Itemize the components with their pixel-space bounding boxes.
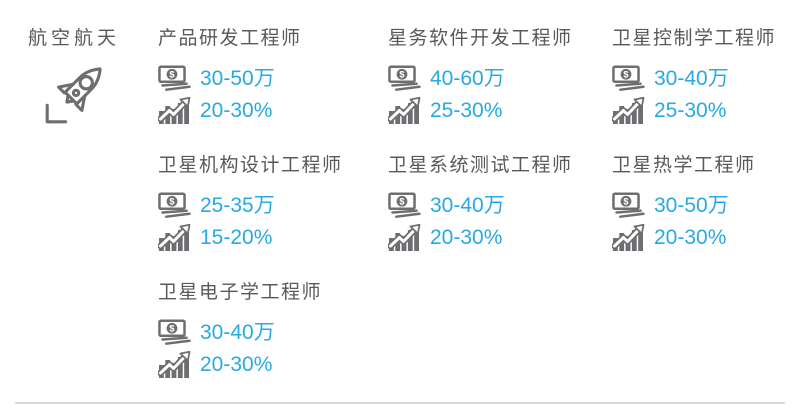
job-title: 卫星电子学工程师 [158, 282, 323, 303]
growth-value: 25-30% [654, 99, 727, 122]
salary-row: 30-50万 [158, 64, 388, 93]
job-card: 卫星热学工程师 30-50万 20-30% [612, 154, 800, 255]
salary-row: 30-40万 [388, 191, 612, 220]
category-title: 航空航天 [28, 28, 121, 49]
growth-value: 25-30% [430, 99, 503, 122]
salary-value: 30-40万 [430, 194, 505, 217]
growth-chart-icon [612, 97, 645, 124]
growth-value: 20-30% [654, 226, 727, 249]
growth-row: 20-30% [158, 96, 388, 125]
job-card: 星务软件开发工程师 40-60万 25-30% [388, 27, 612, 128]
salary-value: 30-50万 [200, 67, 275, 90]
salary-row: 40-60万 [388, 64, 612, 93]
growth-value: 20-30% [200, 99, 273, 122]
money-icon [158, 65, 191, 92]
salary-value: 30-40万 [654, 67, 729, 90]
salary-row: 30-40万 [158, 318, 388, 347]
job-card: 产品研发工程师 30-50万 20-30% [158, 27, 388, 128]
salary-row: 30-50万 [612, 191, 800, 220]
money-icon [612, 192, 645, 219]
growth-row: 20-30% [388, 223, 612, 252]
job-title: 卫星控制学工程师 [612, 28, 777, 49]
money-icon [158, 192, 191, 219]
growth-value: 15-20% [200, 226, 273, 249]
bottom-divider [15, 402, 785, 404]
job-card: 卫星电子学工程师 30-40万 20-30% [158, 281, 388, 382]
job-title: 星务软件开发工程师 [388, 28, 573, 49]
growth-row: 15-20% [158, 223, 388, 252]
growth-row: 20-30% [612, 223, 800, 252]
salary-value: 40-60万 [430, 67, 505, 90]
salary-value: 30-50万 [654, 194, 729, 217]
job-card: 卫星系统测试工程师 30-40万 20-30% [388, 154, 612, 255]
growth-chart-icon [388, 224, 421, 251]
salary-value: 30-40万 [200, 321, 275, 344]
category-block: 航空航天 [28, 27, 148, 51]
job-title: 卫星热学工程师 [612, 155, 756, 176]
growth-chart-icon [158, 351, 191, 378]
job-title: 产品研发工程师 [158, 28, 302, 49]
jobs-grid: 产品研发工程师 30-50万 20-30% 星务软件开发工程师 40-60万 2… [158, 27, 800, 408]
money-icon [388, 65, 421, 92]
job-title: 卫星机构设计工程师 [158, 155, 343, 176]
growth-chart-icon [158, 224, 191, 251]
job-card: 卫星控制学工程师 30-40万 25-30% [612, 27, 800, 128]
growth-row: 25-30% [388, 96, 612, 125]
salary-row: 25-35万 [158, 191, 388, 220]
money-icon [388, 192, 421, 219]
salary-value: 25-35万 [200, 194, 275, 217]
growth-value: 20-30% [430, 226, 503, 249]
growth-chart-icon [388, 97, 421, 124]
salary-row: 30-40万 [612, 64, 800, 93]
growth-chart-icon [612, 224, 645, 251]
rocket-icon [40, 57, 112, 129]
job-card: 卫星机构设计工程师 25-35万 15-20% [158, 154, 388, 255]
growth-chart-icon [158, 97, 191, 124]
money-icon [158, 319, 191, 346]
growth-value: 20-30% [200, 353, 273, 376]
job-title: 卫星系统测试工程师 [388, 155, 573, 176]
growth-row: 20-30% [158, 350, 388, 379]
money-icon [612, 65, 645, 92]
growth-row: 25-30% [612, 96, 800, 125]
